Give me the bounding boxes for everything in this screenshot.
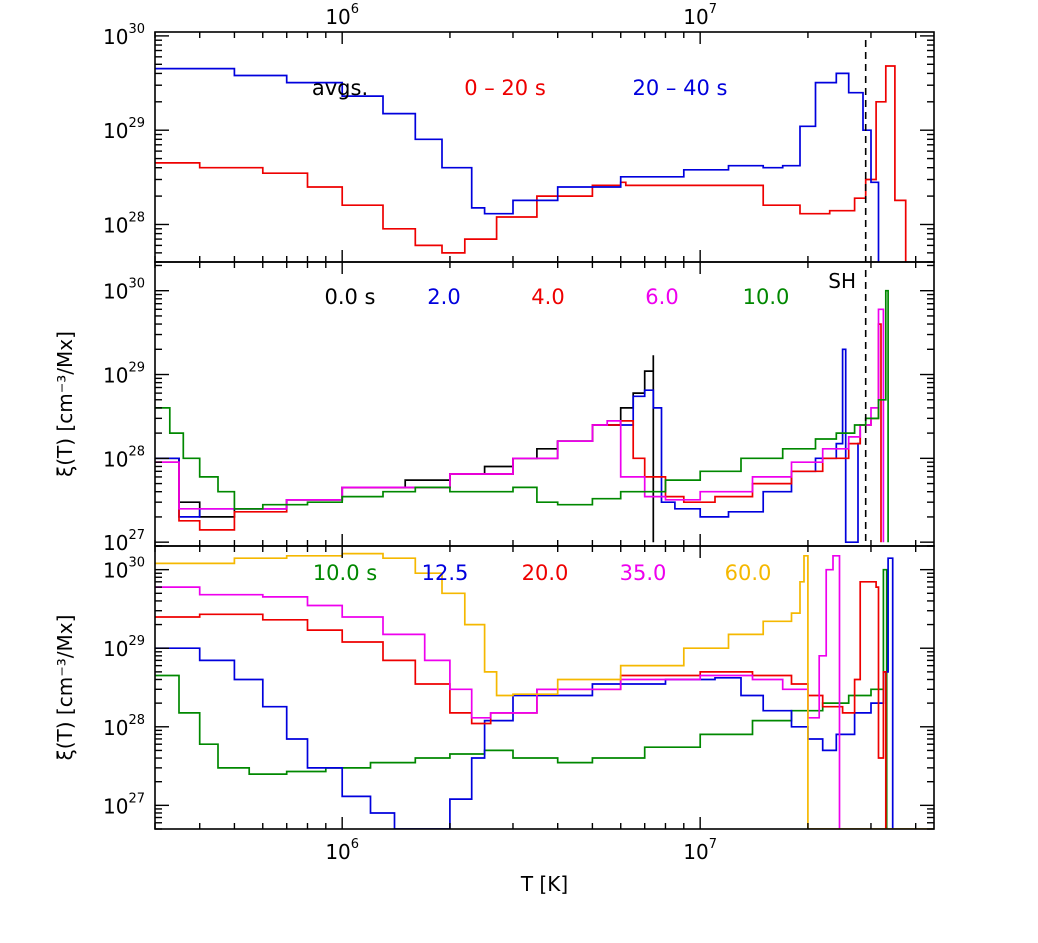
legend-entry: 35.0: [620, 561, 667, 585]
y-tick-label: 1029: [103, 361, 145, 388]
series-line-20---40-s: [155, 67, 880, 262]
legend-entry: 20.0: [522, 561, 569, 585]
legend-entry: avgs.: [312, 76, 368, 100]
sh-annotation: SH: [828, 269, 856, 293]
x-top-tick-label: 106: [325, 2, 359, 29]
x-axis-label: T [K]: [520, 872, 568, 896]
y-tick-label: 1027: [103, 528, 145, 555]
y-axis-label: ξ(T) [cm⁻³/Mx]: [53, 615, 77, 761]
y-tick-label: 1028: [103, 210, 145, 237]
legend-entry: 20 – 40 s: [633, 76, 728, 100]
panel-frame: [154, 545, 935, 830]
series-line-60.0: [155, 552, 934, 829]
legend-entry: 60.0: [725, 561, 772, 585]
y-tick-label: 1027: [103, 791, 145, 818]
legend-entry: 12.5: [422, 561, 469, 585]
y-tick-label: 1029: [103, 634, 145, 661]
y-tick-label: 1029: [103, 116, 145, 143]
legend-entry: 2.0: [427, 285, 460, 309]
legend-entry: 0.0 s: [324, 285, 375, 309]
y-axis-label: ξ(T) [cm⁻³/Mx]: [53, 331, 77, 477]
y-tick-label: 1030: [103, 22, 145, 49]
legend-entry: 4.0: [531, 285, 564, 309]
y-tick-label: 1028: [103, 713, 145, 740]
x-tick-label: 107: [683, 837, 717, 864]
legend-entry: 6.0: [645, 285, 678, 309]
legend-entry: 10.0: [743, 285, 790, 309]
x-tick-label: 106: [325, 837, 359, 864]
series-line-10.0: [155, 289, 889, 543]
y-tick-label: 1030: [103, 277, 145, 304]
legend-entry: 10.0 s: [313, 561, 377, 585]
x-top-tick-label: 107: [683, 2, 717, 29]
y-tick-label: 1028: [103, 444, 145, 471]
legend-entry: 0 – 20 s: [464, 76, 546, 100]
y-tick-label: 1030: [103, 556, 145, 583]
series-line-35.0: [155, 554, 841, 829]
